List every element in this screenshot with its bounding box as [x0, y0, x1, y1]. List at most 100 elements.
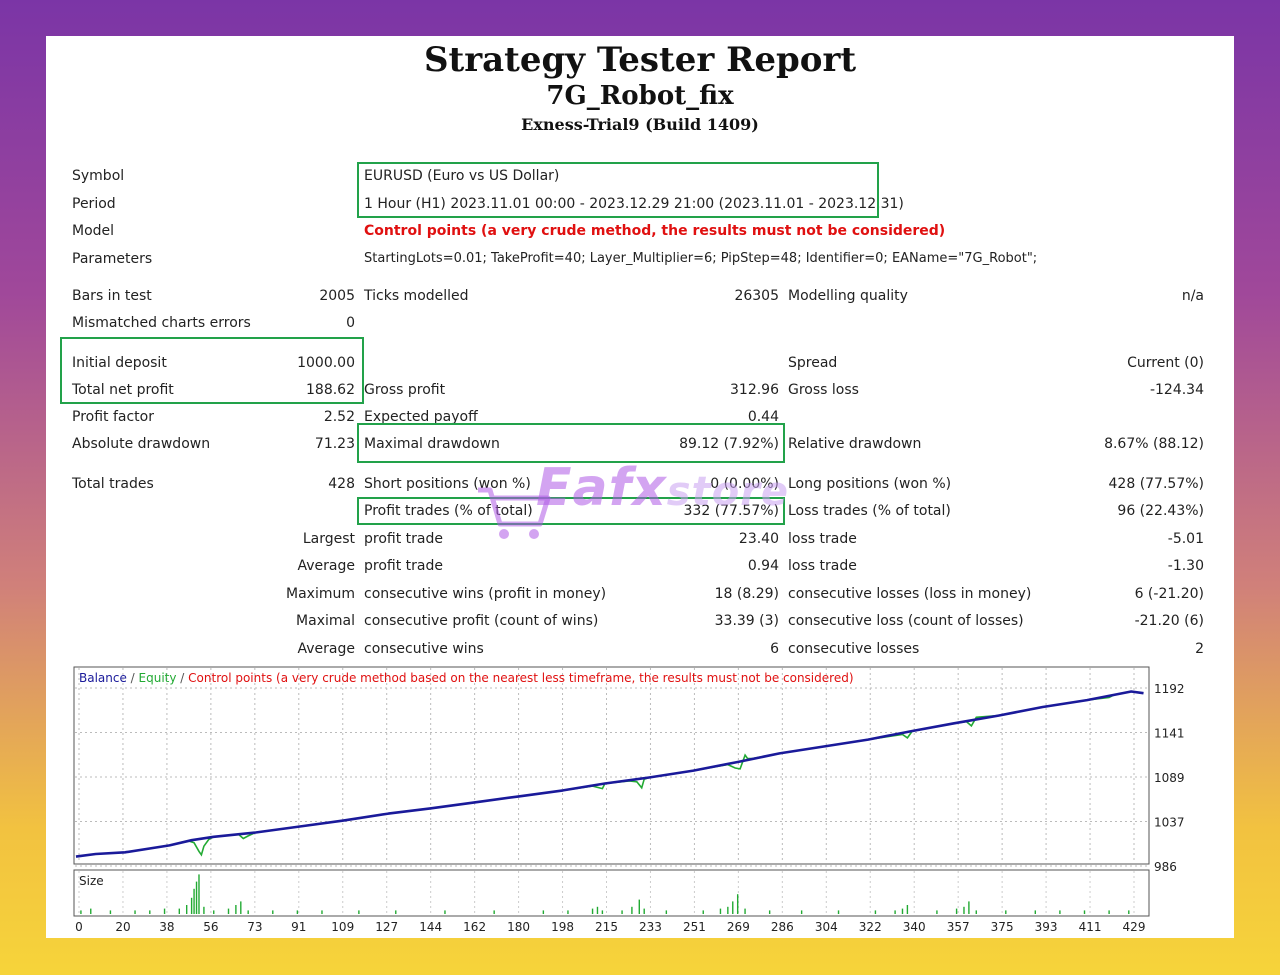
- largest-profit-label: profit trade: [364, 531, 443, 547]
- expected-payoff-label: Expected payoff: [364, 409, 478, 425]
- bars-label: Bars in test: [72, 288, 152, 304]
- profit-trades-label: Profit trades (% of total): [364, 503, 533, 519]
- bars-value: 2005: [319, 288, 355, 304]
- expected-payoff-value: 0.44: [747, 409, 779, 425]
- x-tick-label: 127: [375, 920, 398, 934]
- x-tick-label: 322: [859, 920, 882, 934]
- x-tick-label: 304: [815, 920, 838, 934]
- parameters-label: Parameters: [72, 251, 153, 267]
- y-tick-label: 986: [1154, 860, 1177, 874]
- deposit-label: Initial deposit: [72, 355, 167, 371]
- average-loss-label: loss trade: [788, 558, 857, 574]
- largest-label: Largest: [302, 531, 355, 547]
- absolute-drawdown-label: Absolute drawdown: [72, 436, 211, 452]
- chart-grid: [75, 668, 1148, 915]
- x-tick-label: 429: [1123, 920, 1146, 934]
- legend-equity: Equity: [139, 671, 177, 685]
- average-consecutive-losses-value: 2: [1195, 641, 1204, 657]
- x-tick-label: 91: [291, 920, 306, 934]
- gross-profit-value: 312.96: [730, 382, 779, 398]
- watermark: Eafxstore: [536, 458, 789, 518]
- x-tick-label: 144: [419, 920, 442, 934]
- x-tick-label: 38: [159, 920, 174, 934]
- ticks-value: 26305: [734, 288, 779, 304]
- size-label: Size: [79, 874, 104, 888]
- balance-line: [75, 690, 1144, 858]
- watermark-main: Eafx: [536, 458, 667, 518]
- x-tick-label: 286: [771, 920, 794, 934]
- legend-control: Control points (a very crude method base…: [188, 671, 853, 685]
- average-consecutive-losses-label: consecutive losses: [788, 641, 920, 657]
- largest-loss-label: loss trade: [788, 531, 857, 547]
- main-chart-frame: [73, 666, 1150, 865]
- x-axis-ticks: 0 20 38 56 73 91 109 127 144 162 180 198 215 233 251 26…: [75, 920, 1145, 934]
- legend-balance: Balance: [79, 671, 127, 685]
- x-tick-label: 73: [247, 920, 262, 934]
- y-tick-label: 1089: [1154, 771, 1185, 785]
- ticks-label: Ticks modelled: [364, 288, 469, 304]
- loss-trades-value: 96 (22.43%): [1117, 503, 1204, 519]
- long-positions-value: 428 (77.57%): [1108, 476, 1204, 492]
- x-tick-label: 251: [683, 920, 706, 934]
- maximum-label: Maximum: [286, 586, 355, 602]
- max-drawdown-highlight: [357, 423, 785, 463]
- model-label: Model: [72, 223, 115, 239]
- quality-label: Modelling quality: [788, 288, 908, 304]
- x-tick-label: 215: [595, 920, 618, 934]
- gross-profit-label: Gross profit: [364, 382, 446, 398]
- x-tick-label: 357: [947, 920, 970, 934]
- x-tick-label: 162: [463, 920, 486, 934]
- profit-factor-value: 2.52: [323, 409, 355, 425]
- x-tick-label: 109: [331, 920, 354, 934]
- mismatch-label: Mismatched charts errors: [72, 315, 251, 331]
- legend-sep1: /: [127, 671, 139, 685]
- quality-value: n/a: [1181, 288, 1204, 304]
- x-tick-label: 375: [991, 920, 1014, 934]
- average-consecutive-wins-label: consecutive wins: [364, 641, 484, 657]
- largest-loss-value: -5.01: [1167, 531, 1204, 547]
- total-trades-label: Total trades: [72, 476, 154, 492]
- maximal-drawdown-label: Maximal drawdown: [364, 436, 500, 452]
- largest-profit-value: 23.40: [738, 531, 779, 547]
- x-tick-label: 0: [75, 920, 83, 934]
- max-consecutive-wins-label: consecutive wins (profit in money): [364, 586, 607, 602]
- model-value: Control points (a very crude method, the…: [364, 223, 946, 239]
- max-consecutive-losses-value: 6 (-21.20): [1134, 586, 1204, 602]
- average2-label: Average: [297, 641, 356, 657]
- x-tick-label: 269: [727, 920, 750, 934]
- maximal-consecutive-loss-label: consecutive loss (count of losses): [788, 613, 1024, 629]
- maximal-label: Maximal: [296, 613, 355, 629]
- relative-drawdown-label: Relative drawdown: [788, 436, 922, 452]
- x-tick-label: 198: [551, 920, 574, 934]
- period-value: 1 Hour (H1) 2023.11.01 00:00 - 2023.12.2…: [364, 196, 904, 212]
- average-label: Average: [297, 558, 356, 574]
- x-tick-label: 180: [507, 920, 530, 934]
- max-consecutive-wins-value: 18 (8.29): [714, 586, 779, 602]
- report-page: Strategy Tester Report 7G_Robot_fix Exne…: [46, 36, 1234, 938]
- net-profit-value: 188.62: [306, 382, 355, 398]
- profit-trades-highlight: [357, 497, 785, 525]
- maximal-drawdown-value: 89.12 (7.92%): [679, 436, 779, 452]
- size-chart-frame: [73, 869, 1150, 917]
- deposit-value: 1000.00: [297, 355, 355, 371]
- y-tick-label: 1192: [1154, 682, 1185, 696]
- deposit-profit-highlight: [60, 337, 364, 404]
- gross-loss-label: Gross loss: [788, 382, 859, 398]
- balance-chart: 1192 1141 1089 1037 986 0 20 38 56 73 91 109 127 144…: [73, 666, 1185, 934]
- x-tick-label: 340: [903, 920, 926, 934]
- profit-factor-label: Profit factor: [72, 409, 154, 425]
- server-build: Exness-Trial9 (Build 1409): [521, 115, 759, 134]
- maximal-consecutive-profit-value: 33.39 (3): [714, 613, 779, 629]
- gross-loss-value: -124.34: [1149, 382, 1204, 398]
- max-consecutive-losses-label: consecutive losses (loss in money): [788, 586, 1032, 602]
- average-loss-value: -1.30: [1167, 558, 1204, 574]
- report-title: Strategy Tester Report: [423, 40, 857, 80]
- legend-sep2: /: [176, 671, 188, 685]
- average-profit-label: profit trade: [364, 558, 443, 574]
- x-tick-label: 393: [1035, 920, 1058, 934]
- spread-value: Current (0): [1127, 355, 1204, 371]
- maximal-consecutive-profit-label: consecutive profit (count of wins): [364, 613, 599, 629]
- loss-trades-label: Loss trades (% of total): [788, 503, 951, 519]
- long-positions-label: Long positions (won %): [788, 476, 952, 492]
- average-consecutive-wins-value: 6: [770, 641, 779, 657]
